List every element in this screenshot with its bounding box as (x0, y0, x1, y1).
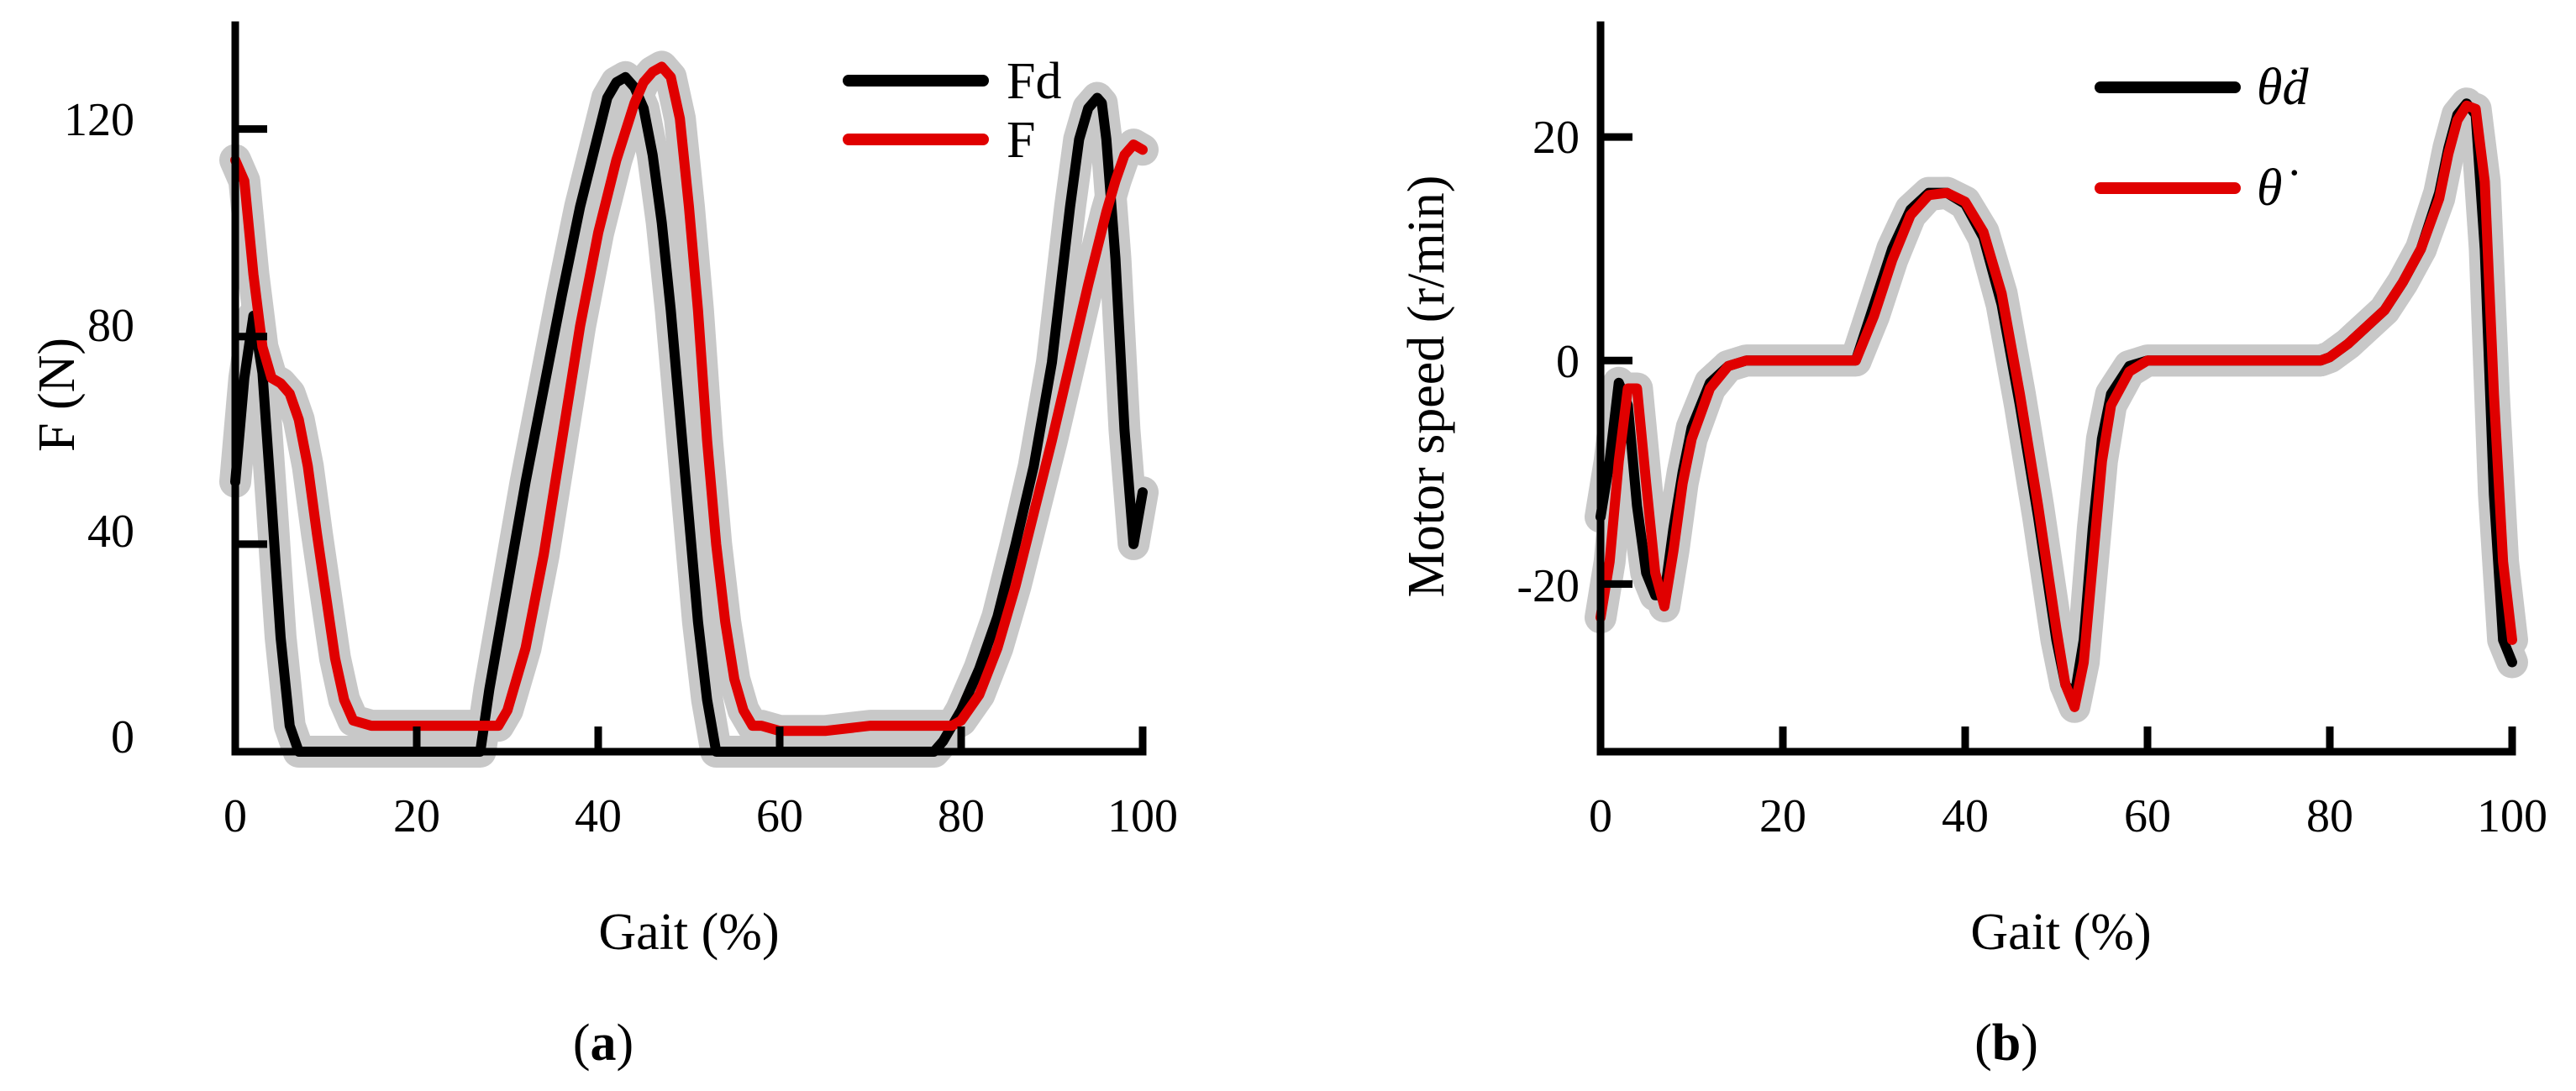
legend-label-theta-d: θ̇d (2257, 59, 2309, 116)
panel-a-x-axis-title: Gait (%) (598, 904, 779, 961)
legend-label-fd: Fd (1007, 53, 1061, 110)
panel-b-x-tick-label: 100 (2477, 790, 2547, 842)
panel-b: -20 0 20 0 20 40 60 80 100 Gait (%) Moto… (1398, 21, 2547, 1072)
panel-a-label: (a) (573, 1015, 633, 1072)
panel-a-line-f (230, 61, 1148, 737)
panel-a: 0 40 80 120 0 20 40 60 80 100 Gait (%) F… (29, 21, 1178, 1072)
panel-a-y-ticks (235, 125, 267, 756)
panel-a-x-tick-label: 100 (1107, 790, 1178, 842)
panel-b-x-tick-label: 0 (1589, 790, 1612, 842)
legend-label-f: F (1007, 112, 1035, 169)
panel-b-legend: θ̇d θ̇ (2095, 59, 2309, 217)
panel-a-y-tick-label: 40 (87, 506, 134, 558)
panel-b-x-tick-label: 60 (2124, 790, 2171, 842)
panel-a-x-tick-label: 60 (756, 790, 803, 842)
panel-a-x-tick-label: 20 (393, 790, 440, 842)
panel-a-letter: a (591, 1015, 617, 1072)
panel-b-letter: b (1992, 1015, 2021, 1072)
panel-b-y-tick-label: 20 (1532, 112, 1580, 164)
panel-b-lines (1596, 98, 2517, 712)
panel-b-y-tick-label: 0 (1556, 336, 1580, 388)
panel-a-legend: Fd F (843, 53, 1061, 169)
panel-b-x-ticks (1596, 726, 2516, 752)
panel-b-x-axis-title: Gait (%) (1970, 904, 2151, 961)
panel-a-x-tick-label: 80 (938, 790, 985, 842)
panel-b-x-tick-label: 40 (1942, 790, 1989, 842)
panel-a-y-tick-label: 80 (87, 300, 134, 352)
panel-b-line-theta (1596, 100, 2517, 712)
panel-a-x-tick-label: 0 (223, 790, 247, 842)
panel-a-y-axis-title: F (N) (29, 338, 86, 452)
panel-b-x-tick-label: 80 (2306, 790, 2353, 842)
panel-a-y-tick-label: 0 (111, 711, 134, 763)
panel-b-y-tick-label: -20 (1517, 560, 1580, 612)
panel-a-x-tick-label: 40 (575, 790, 622, 842)
panel-a-y-tick-label: 120 (64, 94, 134, 146)
panel-b-y-ticks (1601, 133, 1632, 588)
panel-b-label: (b) (1974, 1015, 2038, 1072)
legend-label-theta: θ̇ (2257, 160, 2297, 217)
panel-a-x-ticks (231, 726, 1147, 752)
panel-b-y-axis-title: Motor speed (r/min) (1398, 176, 1455, 598)
panel-b-x-tick-label: 20 (1759, 790, 1806, 842)
